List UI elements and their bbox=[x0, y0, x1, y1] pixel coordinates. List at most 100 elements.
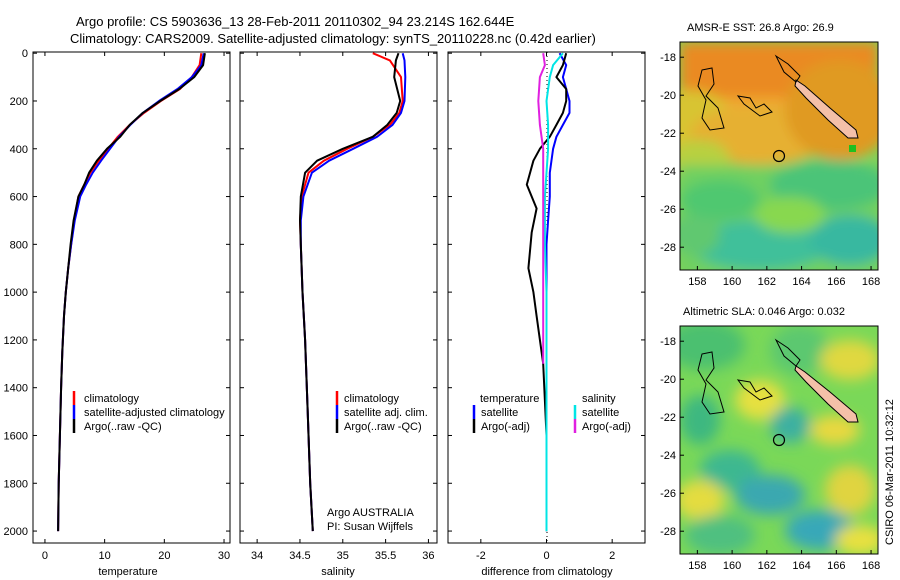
map-y-tick-label: -20 bbox=[660, 90, 676, 102]
map-sla-reef-contour-3 bbox=[774, 338, 801, 367]
map-sst: AMSR-E SST: 26.8 Argo: 26.9 bbox=[660, 22, 880, 288]
annotation-argo-australia: Argo AUSTRALIA bbox=[327, 507, 414, 519]
series-line-salinity-satellite bbox=[543, 52, 564, 532]
map-sst-argo-marker bbox=[772, 149, 786, 163]
map-y-tick-label: -20 bbox=[660, 374, 676, 386]
x-tick-label: 34 bbox=[251, 550, 263, 562]
map-sst-reef-contour bbox=[697, 67, 725, 131]
map-sst-axes: 158 160 162 164 166 168 -18 -20 -22 -24 -26 -28 bbox=[660, 52, 880, 288]
map-sst-reef-contour-2 bbox=[736, 95, 773, 117]
map-x-tick-label: 158 bbox=[688, 560, 706, 572]
map-x-tick-label: 166 bbox=[827, 276, 845, 288]
figure-title-line1: Argo profile: CS 5903636_13 28-Feb-2011 … bbox=[76, 14, 515, 29]
map-sla-frame bbox=[679, 325, 879, 555]
y-tick-label: 1200 bbox=[4, 335, 28, 347]
legend-difference: temperature satellite Argo(-adj) salinit… bbox=[472, 393, 631, 433]
legend-salinity: climatology satellite adj. clim. Argo(..… bbox=[335, 391, 428, 433]
figure-title-line2: Climatology: CARS2009. Satellite-adjuste… bbox=[70, 31, 596, 46]
map-sst-title: AMSR-E SST: 26.8 Argo: 26.9 bbox=[687, 22, 834, 34]
panel-difference: -2 0 2 difference from climatology tempera… bbox=[447, 51, 646, 578]
y-axis-depth-2 bbox=[240, 52, 437, 532]
panel-salinity-frame bbox=[239, 51, 438, 544]
series-line-argo-raw-qc- bbox=[299, 52, 402, 532]
legend-heading-salinity: salinity bbox=[582, 393, 616, 405]
map-x-tick-label: 166 bbox=[827, 560, 845, 572]
legend-label-climatology-2: climatology bbox=[344, 393, 400, 405]
map-x-tick-label: 162 bbox=[758, 560, 776, 572]
legend-label-sal-satellite: satellite bbox=[582, 407, 619, 419]
map-x-tick-label: 164 bbox=[792, 560, 810, 572]
x-axis-label-difference: difference from climatology bbox=[481, 566, 613, 578]
map-x-tick-label: 168 bbox=[862, 560, 880, 572]
legend-label-satellite-2: satellite adj. clim. bbox=[344, 407, 428, 419]
map-x-tick-label: 168 bbox=[862, 276, 880, 288]
map-x-tick-label: 158 bbox=[688, 276, 706, 288]
map-sst-island-new-caledonia bbox=[794, 79, 859, 139]
y-tick-label: 600 bbox=[10, 192, 28, 204]
legend-label-temp-satellite: satellite bbox=[481, 407, 518, 419]
x-axis-difference: -2 0 2 bbox=[476, 52, 615, 562]
map-x-tick-label: 164 bbox=[792, 276, 810, 288]
x-tick-label: -2 bbox=[476, 550, 486, 562]
map-sla-field bbox=[680, 326, 878, 554]
map-y-tick-label: -26 bbox=[660, 204, 676, 216]
map-sla: Altimetric SLA: 0.046 Argo: 0.032 bbox=[660, 306, 880, 572]
y-tick-label: 800 bbox=[10, 239, 28, 251]
map-sla-axes: 158 160 162 164 166 168 -18 -20 -22 -24 -26 -28 bbox=[660, 336, 880, 572]
y-tick-label: 400 bbox=[10, 144, 28, 156]
y-tick-label: 0 bbox=[22, 48, 28, 60]
annotation-pi: PI: Susan Wijffels bbox=[327, 521, 413, 533]
csiro-timestamp: CSIRO 06-Mar-2011 10:32:12 bbox=[884, 399, 896, 545]
y-axis-depth: 0 200 400 600 800 1000 1200 1400 1600 1800 2000 bbox=[4, 48, 230, 538]
series-line-salinity-argo-adj- bbox=[537, 53, 546, 364]
temperature-series bbox=[57, 53, 206, 532]
y-tick-label: 1000 bbox=[4, 287, 28, 299]
x-tick-label: 30 bbox=[218, 550, 230, 562]
x-tick-label: 35 bbox=[337, 550, 349, 562]
panel-temperature-frame bbox=[32, 51, 231, 544]
legend-heading-temperature: temperature bbox=[480, 393, 539, 405]
legend-label-argo: Argo(..raw -QC) bbox=[84, 421, 162, 433]
x-tick-label: 10 bbox=[99, 550, 111, 562]
map-x-tick-label: 160 bbox=[723, 560, 741, 572]
x-axis-temperature: 0 10 20 30 bbox=[42, 52, 230, 562]
difference-series bbox=[525, 52, 571, 532]
map-sla-argo-marker bbox=[772, 433, 786, 447]
map-sla-reef-contour bbox=[697, 351, 725, 415]
y-tick-label: 1800 bbox=[4, 478, 28, 490]
x-tick-label: 0 bbox=[543, 550, 549, 562]
y-tick-label: 1600 bbox=[4, 430, 28, 442]
map-y-tick-label: -22 bbox=[660, 128, 676, 140]
x-tick-label: 36 bbox=[422, 550, 434, 562]
x-axis-label-temperature: temperature bbox=[98, 566, 157, 578]
y-tick-label: 1400 bbox=[4, 383, 28, 395]
legend-label-sal-argo: Argo(-adj) bbox=[582, 421, 631, 433]
map-y-tick-label: -28 bbox=[660, 526, 676, 538]
x-tick-label: 2 bbox=[609, 550, 615, 562]
map-sst-reef-contour-3 bbox=[774, 54, 801, 83]
map-sla-island-new-caledonia bbox=[794, 365, 859, 423]
salinity-series bbox=[299, 52, 407, 532]
legend-label-temp-argo: Argo(-adj) bbox=[481, 421, 530, 433]
y-tick-label: 2000 bbox=[4, 526, 28, 538]
panel-temperature: 0 200 400 600 800 1000 1200 1400 1600 1800 2000 0 1… bbox=[4, 48, 231, 578]
x-tick-label: 34.5 bbox=[289, 550, 310, 562]
map-sst-field bbox=[680, 42, 878, 270]
map-sst-frame bbox=[679, 41, 879, 271]
series-line-argo-raw-qc- bbox=[57, 53, 206, 532]
map-x-tick-label: 160 bbox=[723, 276, 741, 288]
map-y-tick-label: -18 bbox=[660, 336, 676, 348]
y-tick-label: 200 bbox=[10, 96, 28, 108]
x-axis-salinity: 34 34.5 35 35.5 36 bbox=[251, 52, 435, 562]
panel-salinity: 34 34.5 35 35.5 36 salinity climatology sate… bbox=[239, 51, 438, 578]
legend-label-climatology: climatology bbox=[84, 393, 140, 405]
x-tick-label: 20 bbox=[158, 550, 170, 562]
map-y-tick-label: -24 bbox=[660, 166, 676, 178]
x-tick-label: 0 bbox=[42, 550, 48, 562]
map-x-tick-label: 162 bbox=[758, 276, 776, 288]
y-axis-depth-3 bbox=[448, 52, 645, 532]
x-tick-label: 35.5 bbox=[375, 550, 396, 562]
x-axis-label-salinity: salinity bbox=[321, 566, 355, 578]
legend-label-argo-2: Argo(..raw -QC) bbox=[344, 421, 422, 433]
